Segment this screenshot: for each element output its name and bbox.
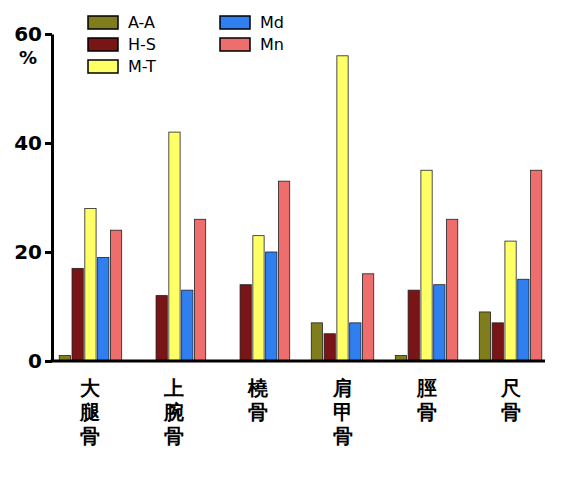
legend-label: A-A [128,13,155,32]
x-tick-label-char: 骨 [164,424,184,448]
y-axis-line [51,35,54,362]
x-tick: 尺骨 [500,361,521,424]
x-tick-label-char: 甲 [333,400,353,424]
x-tick: 橈骨 [247,361,268,424]
legend-swatch [220,16,250,29]
x-tick-label-char: 腕 [163,400,184,424]
bar [169,132,180,361]
x-tick-label-char: 大 [80,376,101,400]
bars [59,56,542,361]
y-tick-label: 20 [14,240,42,264]
bar [408,290,419,361]
bar [98,257,109,361]
y-tick: 60 [14,22,52,46]
bar [278,181,289,361]
x-tick-label-char: 骨 [417,400,437,424]
legend-label: H-S [128,35,156,54]
bar [240,285,251,361]
bar [434,285,445,361]
bar [337,56,348,361]
x-axis-line [51,360,546,363]
bar [253,236,264,361]
x-tick-label: 大腿骨 [79,376,101,448]
legend-label: M-T [128,57,156,76]
y-tick-label: 40 [14,131,42,155]
bar [311,323,322,361]
x-tick-label-char: 骨 [80,424,100,448]
bar [72,268,83,361]
bar [505,241,516,361]
bar [518,279,529,361]
bar [362,274,373,361]
x-tick-label-char: 上 [163,376,184,400]
bar [156,296,167,361]
x-tick: 肩甲骨 [332,361,353,448]
y-tick-mark [45,33,52,36]
x-tick-label-char: 肩 [332,376,353,400]
y-tick: 0 [28,349,52,373]
y-tick-label: 60 [14,22,42,46]
bar [266,252,277,361]
y-tick-label: 0 [28,349,42,373]
legend-label: Mn [260,35,284,54]
x-tick-label-char: 腿 [79,400,101,424]
bar [479,312,490,361]
x-axis: 大腿骨上腕骨橈骨肩甲骨脛骨尺骨 [51,361,546,448]
legend-swatch [88,16,118,29]
x-tick-label: 橈骨 [247,376,268,424]
bar [85,208,96,361]
bar [324,334,335,361]
y-tick-mark [45,251,52,254]
y-tick: 20 [14,240,52,264]
legend-label: Md [260,13,284,32]
bar [446,219,457,361]
x-tick-label-char: 脛 [416,376,437,400]
bar [531,170,542,361]
legend-swatch [220,38,250,51]
x-tick-label: 尺骨 [500,376,521,424]
x-tick-label: 肩甲骨 [332,376,353,448]
y-tick-mark [45,142,52,145]
chart: 0204060大腿骨上腕骨橈骨肩甲骨脛骨尺骨%A-AH-SM-TMdMn [0,0,570,489]
x-tick-label-char: 骨 [248,400,268,424]
y-axis: 0 20 40 60 [14,22,52,373]
legend-swatch [88,38,118,51]
x-tick: 大腿骨 [79,361,101,448]
x-tick: 上腕骨 [163,361,184,448]
bar [421,170,432,361]
bar [110,230,121,361]
x-tick-label-char: 橈 [247,376,268,400]
bar [182,290,193,361]
x-tick-label-char: 尺 [500,376,521,400]
bar [350,323,361,361]
legend: A-A H-S M-T Md Mn [88,13,284,76]
bar [492,323,503,361]
legend-swatch [88,60,118,73]
x-tick-label-char: 骨 [501,400,521,424]
x-tick-label: 脛骨 [416,376,437,424]
x-tick: 脛骨 [416,361,437,424]
bar [194,219,205,361]
y-axis-label: % [19,47,37,68]
y-tick: 40 [14,131,52,155]
x-tick-label: 上腕骨 [163,376,184,448]
x-tick-label-char: 骨 [333,424,353,448]
